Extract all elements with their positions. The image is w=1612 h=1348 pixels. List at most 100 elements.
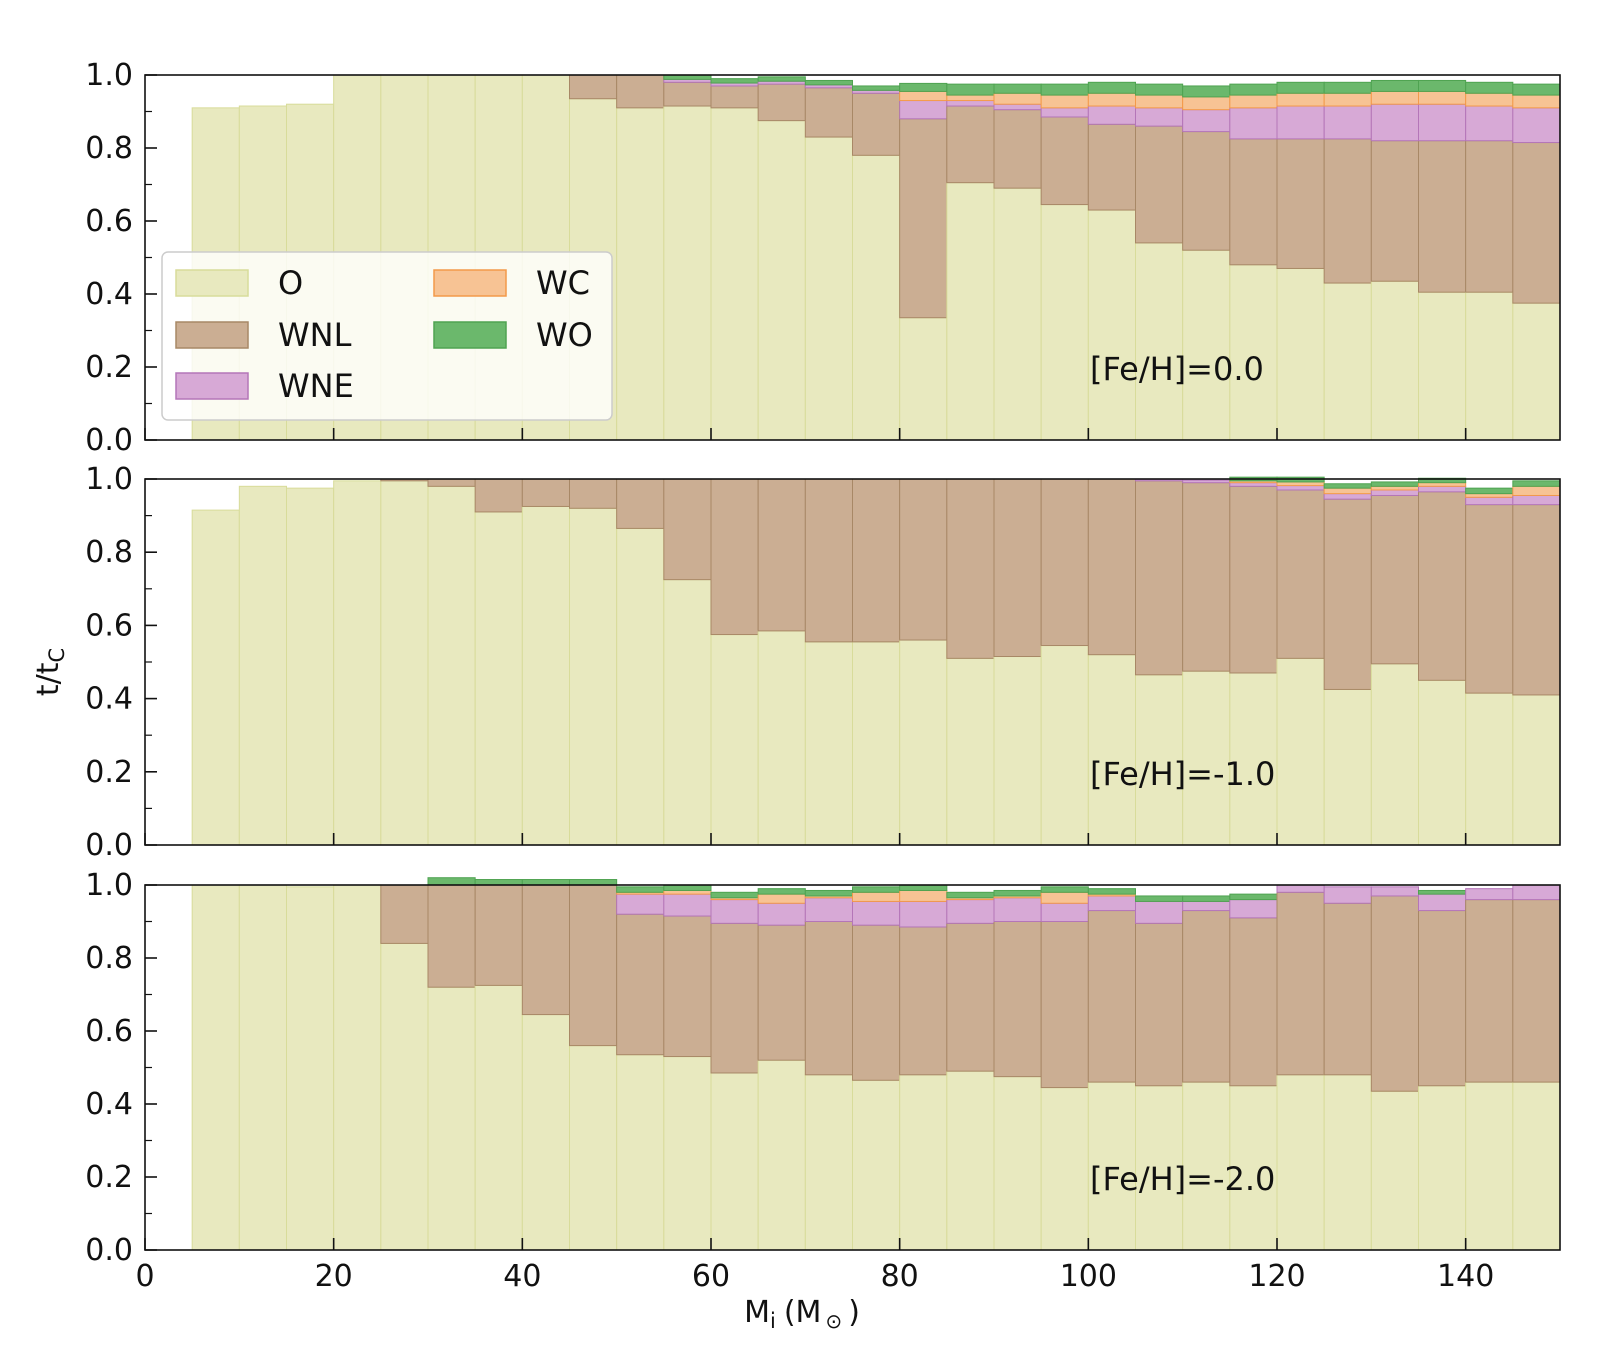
bar-wo-bin-8 [521, 879, 570, 886]
bar-wnl-bin-14 [804, 921, 853, 1076]
bar-wnl-bin-26 [1370, 140, 1420, 282]
bar-wc-bin-17 [946, 94, 995, 102]
panel-annotation: [Fe/H]=-2.0 [1090, 1160, 1275, 1198]
bar-wnl-bin-27 [1418, 491, 1467, 681]
bar-o-bin-27 [1418, 291, 1467, 441]
bar-wo-bin-17 [946, 891, 995, 899]
bar-wnl-bin-26 [1370, 494, 1420, 665]
bar-wnl-bin-28 [1465, 899, 1514, 1083]
bar-wnl-bin-9 [569, 884, 618, 1047]
bar-wo-bin-9 [569, 879, 618, 886]
bar-wnl-bin-16 [899, 478, 948, 641]
legend-label-wne: WNE [278, 367, 354, 405]
bar-o-bin-15 [852, 154, 901, 441]
bar-o-bin-1 [191, 509, 240, 846]
bar-wo-bin-7 [474, 879, 523, 886]
bar-wne-bin-14 [804, 897, 853, 923]
bar-wnl-bin-11 [663, 478, 712, 581]
bar-wo-bin-20 [1087, 888, 1137, 895]
legend-swatch-wo [433, 321, 507, 349]
legend-swatch-o [175, 269, 249, 297]
bar-o-bin-21 [1135, 242, 1184, 441]
bar-wne-bin-28 [1465, 496, 1514, 506]
bar-wnl-bin-18 [993, 478, 1042, 658]
bar-o-bin-11 [663, 579, 712, 846]
bar-wnl-bin-5 [380, 884, 429, 944]
bar-wnl-bin-27 [1418, 910, 1467, 1087]
bar-o-bin-16 [899, 639, 948, 846]
bar-o-bin-16 [899, 317, 948, 441]
bar-wne-bin-26 [1370, 886, 1420, 897]
bar-wc-bin-24 [1276, 481, 1325, 487]
bar-o-bin-20 [1087, 654, 1137, 846]
bar-o-bin-2 [238, 485, 287, 846]
bar-wo-bin-25 [1323, 81, 1372, 94]
bar-o-bin-10 [616, 107, 665, 441]
y-axis-label: t/tC [31, 648, 69, 696]
x-tick-label: 20 [315, 1259, 353, 1294]
bar-o-bin-13 [757, 120, 806, 441]
bar-wo-bin-24 [1276, 81, 1325, 94]
bar-wo-bin-23 [1229, 83, 1278, 96]
x-tick-label: 140 [1437, 1259, 1494, 1294]
bar-wne-bin-12 [710, 899, 759, 924]
x-tick-label: 60 [692, 1259, 730, 1294]
bar-o-bin-2 [238, 884, 287, 1251]
bar-o-bin-17 [946, 657, 995, 846]
bar-wne-bin-19 [1040, 902, 1089, 922]
y-tick-label: 0.8 [85, 131, 133, 166]
bar-o-bin-14 [804, 1074, 853, 1251]
bar-o-bin-14 [804, 136, 853, 441]
bar-o-bin-11 [663, 1056, 712, 1251]
bar-o-bin-20 [1087, 209, 1137, 441]
bar-wnl-bin-6 [427, 478, 476, 487]
bar-o-bin-26 [1370, 280, 1420, 441]
bar-wnl-bin-23 [1229, 917, 1278, 1087]
bar-wnl-bin-19 [1040, 116, 1089, 206]
bar-o-bin-8 [521, 505, 570, 846]
bar-wc-bin-11 [663, 889, 712, 895]
bar-wc-bin-16 [899, 90, 948, 102]
bar-wnl-bin-26 [1370, 895, 1420, 1092]
bar-wo-bin-19 [1040, 886, 1089, 893]
bar-wo-bin-27 [1418, 889, 1467, 895]
bar-wc-bin-15 [852, 891, 901, 902]
bar-wne-bin-25 [1323, 886, 1372, 904]
bar-wo-bin-27 [1418, 79, 1467, 92]
bar-o-bin-26 [1370, 1090, 1420, 1251]
bar-wnl-bin-20 [1087, 910, 1137, 1083]
bar-o-bin-6 [427, 986, 476, 1251]
bar-wnl-bin-17 [946, 922, 995, 1072]
bar-wne-bin-11 [663, 893, 712, 917]
y-tick-label: 0.4 [85, 682, 133, 717]
bar-o-bin-8 [521, 1014, 570, 1251]
bar-wc-bin-19 [1040, 891, 1089, 904]
bar-wo-bin-26 [1370, 481, 1420, 487]
chart-panel-2: 0.0 0.2 0.4 0.6 0.8 1.0 [Fe/H]=-1.0 [85, 462, 1561, 863]
bar-wne-bin-29 [1512, 884, 1561, 901]
bar-wnl-bin-28 [1465, 504, 1514, 694]
bar-o-bin-25 [1323, 1074, 1372, 1251]
bar-o-bin-24 [1276, 267, 1325, 441]
bar-wnl-bin-14 [804, 87, 853, 138]
bar-wo-bin-22 [1182, 895, 1231, 902]
bar-wnl-bin-6 [427, 884, 476, 988]
y-tick-label: 1.0 [85, 868, 133, 903]
bar-o-bin-22 [1182, 670, 1231, 846]
bar-o-bin-5 [380, 480, 429, 846]
bar-o-bin-29 [1512, 302, 1561, 441]
bar-wne-bin-28 [1465, 888, 1514, 901]
bar-wc-bin-29 [1512, 485, 1561, 496]
bar-o-bin-10 [616, 527, 665, 846]
y-tick-label: 0.8 [85, 535, 133, 570]
bar-wne-bin-10 [616, 893, 665, 915]
bar-wo-bin-28 [1465, 81, 1514, 94]
bar-o-bin-22 [1182, 249, 1231, 441]
bar-wnl-bin-12 [710, 478, 759, 636]
bar-wo-bin-28 [1465, 487, 1514, 495]
x-tick-label: 40 [503, 1259, 541, 1294]
bar-o-bin-21 [1135, 674, 1184, 846]
bar-wo-bin-16 [899, 82, 948, 92]
legend-label-wnl: WNL [278, 316, 352, 354]
bar-wc-bin-26 [1370, 485, 1420, 491]
